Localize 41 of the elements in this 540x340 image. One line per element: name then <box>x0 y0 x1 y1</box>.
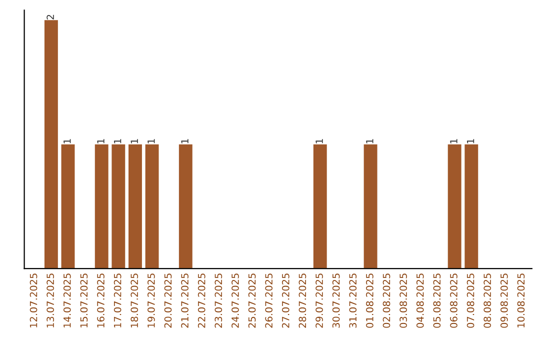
x-tick-label: 18.07.2025 <box>130 274 138 328</box>
x-tick-label: 31.07.2025 <box>349 274 357 328</box>
x-tick-label: 26.07.2025 <box>265 274 273 328</box>
x-tick-label: 14.07.2025 <box>63 274 71 328</box>
data-label: 1 <box>316 139 323 144</box>
data-label: 1 <box>114 139 122 144</box>
x-tick-label: 17.07.2025 <box>114 274 122 328</box>
x-tick-label: 13.07.2025 <box>46 274 54 328</box>
data-label: 1 <box>450 139 458 144</box>
x-tick-label: 25.07.2025 <box>248 274 256 328</box>
x-tick-label: 23.07.2025 <box>214 274 222 328</box>
x-tick-label: 29.07.2025 <box>316 274 323 328</box>
x-tick-label: 08.08.2025 <box>484 274 492 328</box>
x-tick-label: 04.08.2025 <box>416 274 424 328</box>
x-tick-label: 03.08.2025 <box>400 274 407 328</box>
x-tick-label: 02.08.2025 <box>382 274 390 328</box>
x-tick-label: 10.08.2025 <box>517 274 525 328</box>
data-label: 1 <box>366 139 374 144</box>
x-tick-label: 28.07.2025 <box>298 274 306 328</box>
data-label: 1 <box>148 139 155 144</box>
x-tick-label: 01.08.2025 <box>366 274 374 328</box>
data-label: 1 <box>181 139 188 144</box>
data-label: 1 <box>466 139 474 144</box>
x-tick-label: 20.07.2025 <box>164 274 172 328</box>
data-label: 1 <box>97 139 104 144</box>
x-tick-label: 16.07.2025 <box>97 274 104 328</box>
x-tick-label: 19.07.2025 <box>148 274 155 328</box>
x-tick-label: 22.07.2025 <box>198 274 206 328</box>
x-tick-label: 06.08.2025 <box>450 274 458 328</box>
x-tick-label: 07.08.2025 <box>466 274 474 328</box>
x-tick-label: 21.07.2025 <box>181 274 188 328</box>
x-tick-label: 27.07.2025 <box>282 274 290 328</box>
x-tick-label: 24.07.2025 <box>232 274 239 328</box>
data-label: 2 <box>46 14 54 20</box>
x-tick-label: 30.07.2025 <box>332 274 340 328</box>
x-tick-label: 12.07.2025 <box>30 274 38 328</box>
data-label: 1 <box>130 139 138 144</box>
data-label: 1 <box>64 139 71 144</box>
x-tick-label: 15.07.2025 <box>80 274 88 328</box>
x-tick-label: 09.08.2025 <box>500 274 508 328</box>
x-tick-label: 05.08.2025 <box>433 274 441 328</box>
